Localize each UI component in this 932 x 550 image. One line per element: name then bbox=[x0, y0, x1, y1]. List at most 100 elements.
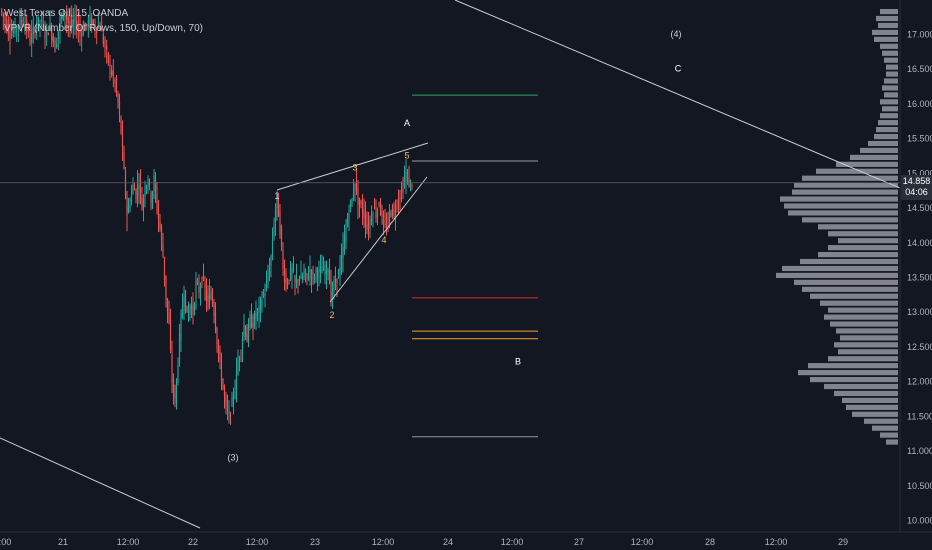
candle-body bbox=[156, 193, 158, 211]
candle-body bbox=[387, 222, 389, 224]
candle-body bbox=[34, 31, 36, 34]
candle-body bbox=[107, 53, 109, 63]
candle-body bbox=[138, 186, 140, 189]
candle-body bbox=[72, 19, 74, 25]
candle-body bbox=[87, 20, 89, 27]
wedge-lower-line[interactable] bbox=[329, 176, 428, 303]
volume-profile-bar bbox=[878, 120, 898, 126]
candle-body bbox=[94, 24, 96, 31]
candle-body bbox=[262, 293, 265, 296]
volume-profile-bar bbox=[840, 335, 898, 341]
time-tick-label: 27 bbox=[574, 537, 584, 547]
volume-profile-bar bbox=[886, 439, 898, 445]
candle-body bbox=[297, 280, 299, 282]
candle-body bbox=[238, 357, 241, 360]
candle-body bbox=[205, 290, 208, 301]
candle-body bbox=[354, 183, 356, 192]
candle-body bbox=[157, 206, 160, 219]
time-tick-label: 12:00 bbox=[0, 537, 11, 547]
candle-body bbox=[195, 280, 197, 298]
candle-body bbox=[126, 196, 128, 217]
trendlines[interactable] bbox=[0, 0, 901, 529]
candle-body bbox=[309, 270, 311, 273]
candle-body bbox=[408, 176, 410, 188]
candle-body bbox=[373, 207, 376, 209]
price-tick-label: 12.500 bbox=[907, 342, 932, 352]
candle-body bbox=[303, 271, 305, 278]
candle-body bbox=[382, 219, 385, 224]
candle-body bbox=[327, 270, 329, 273]
candle-body bbox=[252, 322, 254, 331]
time-tick-label: 23 bbox=[310, 537, 320, 547]
candle-body bbox=[381, 212, 383, 218]
candle-body bbox=[369, 220, 371, 226]
candle-body bbox=[237, 359, 239, 375]
trendline-upper-right[interactable] bbox=[454, 0, 901, 189]
candle-body bbox=[181, 306, 184, 318]
candle-body bbox=[340, 254, 343, 271]
candle-body bbox=[184, 290, 187, 311]
candle-body bbox=[316, 270, 319, 278]
time-axis[interactable]: 12:00 21 12:00 22 12:00 23 12:00 24 12:00 27 12:00… bbox=[0, 537, 848, 547]
volume-profile-bar bbox=[880, 113, 898, 119]
candle-body bbox=[204, 284, 206, 289]
fib-levels[interactable] bbox=[412, 94, 538, 438]
volume-profile-bar bbox=[874, 133, 898, 140]
price-axis[interactable]: 10.000 10.500 11.000 11.500 12.000 12.500 13.0… bbox=[907, 30, 932, 526]
time-tick-label: 28 bbox=[705, 537, 715, 547]
candle-body bbox=[21, 19, 23, 23]
candle-body bbox=[106, 45, 108, 50]
volume-profile-bar bbox=[824, 314, 898, 320]
volume-profile-bar bbox=[838, 349, 898, 355]
volume-profile-bar bbox=[810, 293, 898, 299]
candle-body bbox=[66, 13, 68, 20]
candle-body bbox=[319, 266, 322, 272]
candle-body bbox=[247, 323, 250, 342]
candle-body bbox=[279, 211, 281, 235]
candle-body bbox=[331, 292, 334, 296]
candle-body bbox=[124, 170, 127, 196]
candle-body bbox=[355, 181, 358, 187]
price-tick-label: 12.000 bbox=[907, 377, 932, 387]
candle-body bbox=[384, 223, 386, 225]
candle-body bbox=[180, 313, 182, 341]
candle-body bbox=[141, 196, 143, 210]
indicator-legend[interactable]: VPVR (Number Of Rows, 150, Up/Down, 70) bbox=[4, 23, 203, 34]
candle-body bbox=[402, 188, 404, 193]
wedge-upper-line[interactable] bbox=[276, 142, 429, 191]
candle-body bbox=[150, 192, 152, 206]
candle-body bbox=[54, 39, 56, 53]
candle-body bbox=[325, 264, 328, 276]
candle-body bbox=[351, 199, 353, 207]
candle-body bbox=[343, 235, 346, 252]
candle-body bbox=[104, 39, 106, 48]
price-tick-label: 13.000 bbox=[907, 307, 932, 317]
candle-body bbox=[348, 213, 350, 219]
candle-body bbox=[62, 10, 64, 21]
price-tick-label: 16.500 bbox=[907, 64, 932, 74]
volume-profile-bar bbox=[802, 286, 898, 292]
candle-body bbox=[226, 408, 229, 410]
candle-body bbox=[144, 191, 146, 197]
candle-body bbox=[89, 15, 91, 24]
symbol-legend[interactable]: West Texas Oil, 15, OANDA bbox=[4, 8, 129, 19]
candle-body bbox=[391, 205, 394, 216]
volume-profile-bar bbox=[808, 363, 898, 369]
candle-body bbox=[307, 276, 310, 280]
candles bbox=[1, 4, 413, 425]
candle-body bbox=[59, 17, 61, 30]
candle-body bbox=[46, 27, 48, 34]
candle-body bbox=[399, 197, 401, 199]
volume-profile-bar bbox=[802, 175, 898, 181]
candle-body bbox=[213, 303, 215, 316]
trendline-lower-left[interactable] bbox=[0, 437, 201, 529]
volume-profile-bar bbox=[850, 154, 898, 160]
candle-body bbox=[352, 193, 355, 199]
price-tick-label: 15.500 bbox=[907, 134, 932, 144]
volume-profile-bar bbox=[818, 224, 898, 230]
candle-body bbox=[333, 279, 335, 291]
candle-body bbox=[193, 303, 196, 311]
candle-body bbox=[81, 33, 83, 37]
candle-body bbox=[339, 266, 341, 276]
